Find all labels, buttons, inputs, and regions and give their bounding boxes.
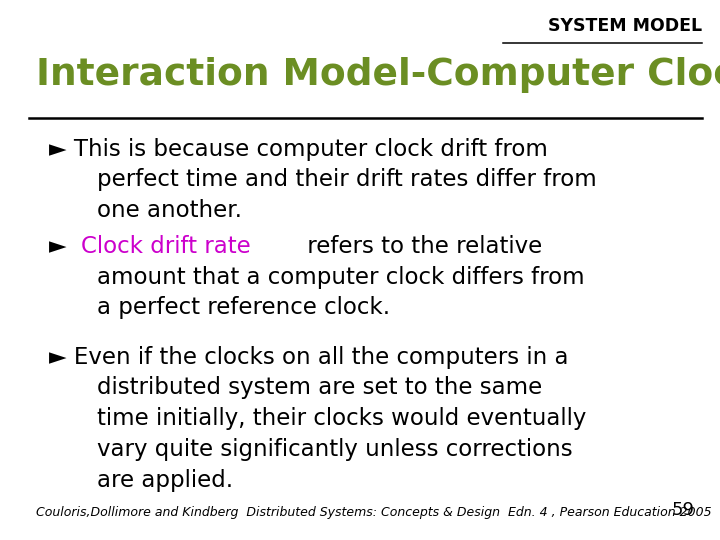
Text: amount that a computer clock differs from: amount that a computer clock differs fro… [97, 266, 585, 289]
Text: Clock drift rate: Clock drift rate [81, 235, 251, 258]
Text: perfect time and their drift rates differ from: perfect time and their drift rates diffe… [97, 168, 597, 192]
Text: distributed system are set to the same: distributed system are set to the same [97, 376, 542, 400]
Text: ► This is because computer clock drift from: ► This is because computer clock drift f… [49, 138, 548, 161]
Text: 59: 59 [672, 502, 695, 519]
Text: time initially, their clocks would eventually: time initially, their clocks would event… [97, 407, 587, 430]
Text: Interaction Model-Computer Clock: Interaction Model-Computer Clock [36, 57, 720, 93]
Text: one another.: one another. [97, 199, 242, 222]
Text: a perfect reference clock.: a perfect reference clock. [97, 296, 390, 320]
Text: refers to the relative: refers to the relative [300, 235, 542, 258]
Text: ►: ► [49, 235, 74, 258]
Text: vary quite significantly unless corrections: vary quite significantly unless correcti… [97, 438, 573, 461]
Text: Couloris,Dollimore and Kindberg  Distributed Systems: Concepts & Design  Edn. 4 : Couloris,Dollimore and Kindberg Distribu… [36, 507, 711, 519]
Text: ► Even if the clocks on all the computers in a: ► Even if the clocks on all the computer… [49, 346, 569, 369]
Text: SYSTEM MODEL: SYSTEM MODEL [548, 17, 702, 35]
Text: are applied.: are applied. [97, 469, 233, 492]
